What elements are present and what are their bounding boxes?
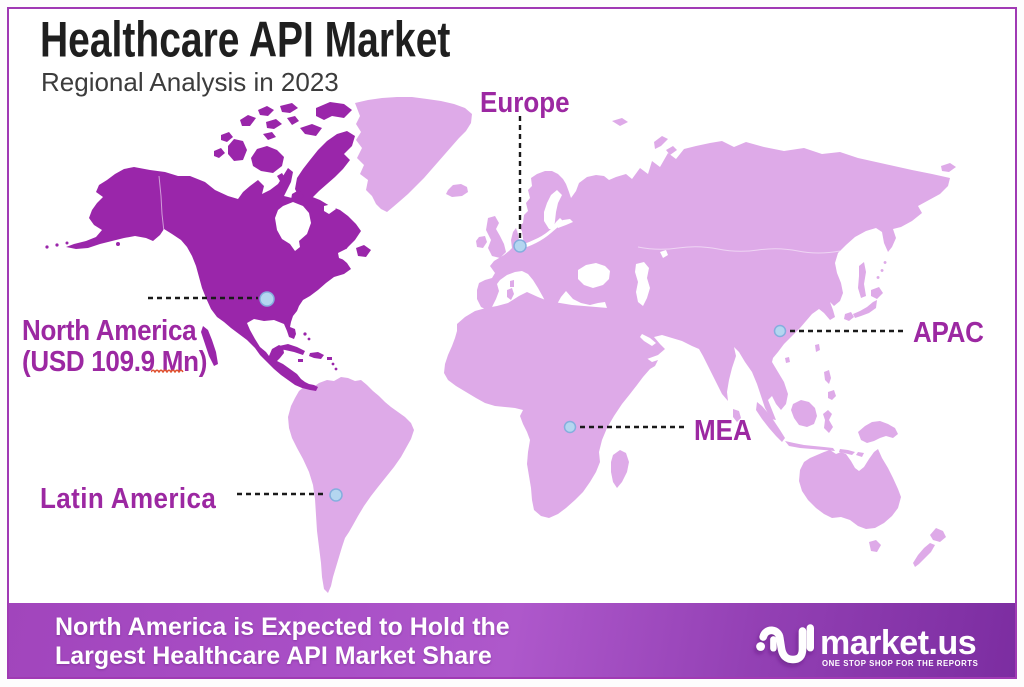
svg-text:market.us: market.us (820, 624, 976, 662)
svg-text:ONE STOP SHOP FOR THE REPORTS: ONE STOP SHOP FOR THE REPORTS (822, 659, 978, 668)
